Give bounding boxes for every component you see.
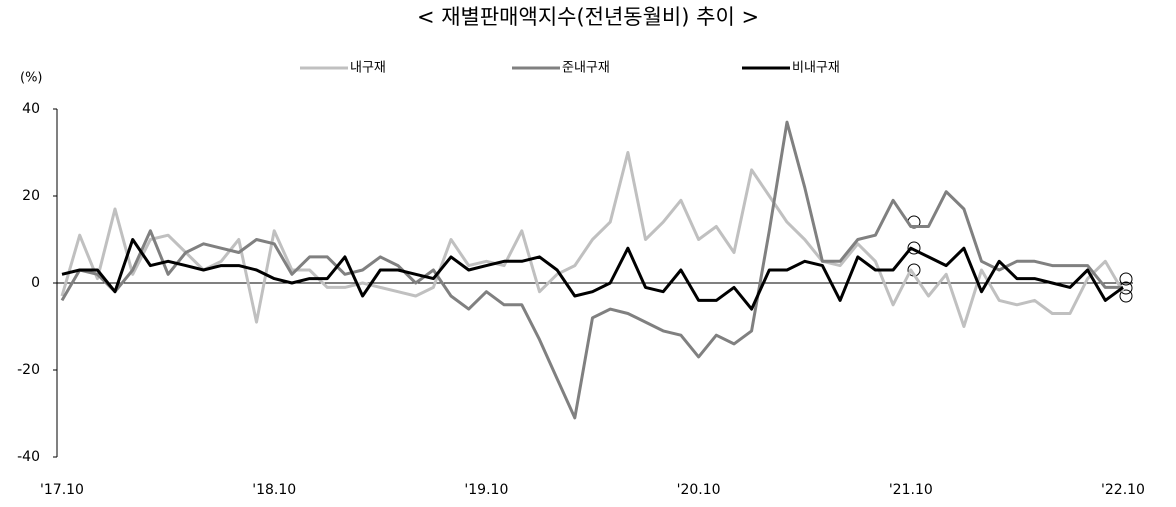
x-tick-label: '17.10: [40, 482, 84, 498]
y-tick-label: -20: [17, 362, 40, 378]
y-axis-label: (%): [20, 71, 43, 86]
series-line: [60, 151, 1125, 328]
legend-label: 비내구재: [792, 61, 840, 76]
legend-label: 준내구재: [562, 61, 610, 76]
series-line: [60, 120, 1123, 420]
series-line: [61, 238, 1124, 311]
y-tick-label: 0: [31, 275, 40, 291]
x-tick-label: '20.10: [677, 482, 721, 498]
x-tick-label: '22.10: [1101, 482, 1145, 498]
chart-title: < 재별판매액지수(전년동월비) 추이 >: [417, 5, 759, 29]
y-tick-label: -40: [17, 449, 40, 465]
x-tick-label: '18.10: [252, 482, 296, 498]
x-tick-label: '19.10: [464, 482, 508, 498]
legend-label: 내구재: [350, 61, 386, 76]
y-tick-label: 20: [22, 188, 40, 204]
x-tick-label: '21.10: [889, 482, 933, 498]
y-tick-label: 40: [22, 101, 40, 117]
